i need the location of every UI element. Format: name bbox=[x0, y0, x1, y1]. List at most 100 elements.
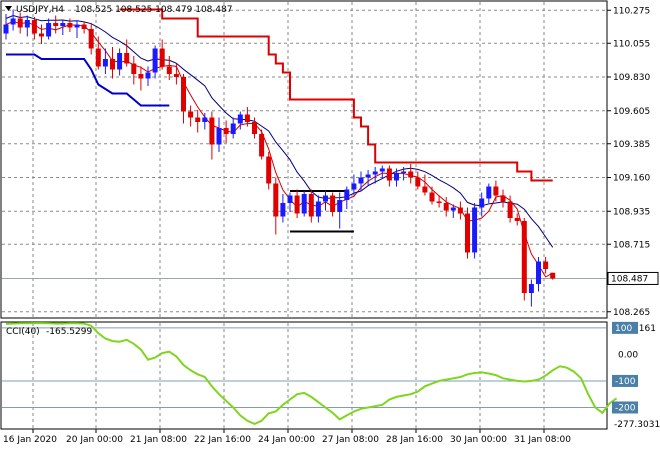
candle-body bbox=[202, 117, 208, 122]
candle-body bbox=[479, 198, 485, 208]
cci-level-minus100-label: -100 bbox=[615, 377, 636, 387]
cci-level-100-label: 100 bbox=[615, 324, 632, 334]
candle-body bbox=[117, 53, 123, 70]
candle bbox=[266, 152, 272, 190]
candle-body bbox=[173, 74, 179, 77]
candle-body bbox=[379, 168, 385, 172]
candle-body bbox=[514, 218, 520, 221]
candle-body bbox=[422, 186, 428, 193]
candle-body bbox=[230, 123, 236, 134]
candle bbox=[543, 257, 549, 274]
candle-body bbox=[102, 59, 108, 67]
candlesticks bbox=[3, 9, 556, 307]
price-panel-frame[interactable] bbox=[0, 0, 608, 319]
candle bbox=[237, 111, 243, 130]
ohlc-readout: 108.525 108.525 108.479 108.487 bbox=[75, 5, 232, 15]
time-axis: 16 Jan 2020 20 Jan 00:00 21 Jan 08:00 22 Ja… bbox=[3, 429, 571, 445]
candle-body bbox=[110, 59, 115, 70]
candle-body bbox=[166, 66, 172, 74]
candle bbox=[88, 23, 94, 55]
candle bbox=[507, 195, 513, 223]
indicator-lines bbox=[5, 8, 554, 278]
price-tick-label: 108.935 bbox=[613, 207, 650, 217]
candle bbox=[486, 183, 492, 203]
candle bbox=[24, 15, 30, 37]
candle bbox=[181, 74, 186, 124]
time-tick-label: 22 Jan 16:00 bbox=[194, 435, 251, 445]
candle-body bbox=[237, 114, 243, 124]
candle bbox=[344, 186, 350, 209]
current-price-badge bbox=[607, 271, 659, 285]
candle bbox=[457, 201, 463, 220]
candle bbox=[443, 197, 449, 217]
time-tick-label: 31 Jan 08:00 bbox=[514, 435, 571, 445]
candle bbox=[301, 191, 307, 217]
candle bbox=[53, 15, 59, 34]
candle bbox=[188, 105, 194, 127]
candle-body bbox=[365, 174, 371, 178]
cci-name-label: CCI(40) bbox=[6, 327, 40, 337]
candle-body bbox=[386, 168, 392, 181]
candle bbox=[259, 129, 265, 160]
candle bbox=[323, 191, 328, 211]
time-tick-label: 16 Jan 2020 bbox=[3, 435, 57, 445]
candle-body bbox=[181, 77, 186, 112]
slow-moving-average-line bbox=[5, 14, 554, 248]
candle-body bbox=[394, 173, 399, 181]
candle-body bbox=[500, 195, 506, 202]
candle bbox=[102, 48, 108, 74]
candle bbox=[429, 186, 435, 205]
candle bbox=[415, 171, 421, 190]
candle-body bbox=[337, 200, 343, 212]
dropdown-triangle-icon[interactable] bbox=[5, 6, 12, 11]
candle-body bbox=[472, 207, 478, 253]
candle-body bbox=[543, 261, 549, 269]
candle bbox=[244, 107, 250, 127]
cci-level-100-label-badge bbox=[612, 321, 638, 334]
candle-body bbox=[308, 194, 314, 217]
price-tick-label: 109.605 bbox=[613, 107, 650, 117]
candle-body bbox=[74, 24, 80, 28]
grid bbox=[2, 2, 606, 428]
candle-body bbox=[259, 134, 265, 157]
candle-body bbox=[294, 195, 300, 214]
time-tick-label: 20 Jan 00:00 bbox=[66, 435, 123, 445]
candle bbox=[337, 192, 343, 229]
candle-body bbox=[124, 53, 130, 64]
candle-body bbox=[266, 156, 272, 184]
candle bbox=[294, 189, 300, 218]
candle bbox=[60, 20, 66, 35]
candle bbox=[166, 56, 172, 80]
candle bbox=[31, 17, 37, 40]
candle-body bbox=[450, 207, 456, 211]
candle-body bbox=[401, 171, 407, 173]
candle bbox=[465, 207, 470, 259]
cci-panel-frame[interactable] bbox=[0, 321, 608, 430]
candle bbox=[131, 56, 137, 85]
cci-level-minus200-label: -200 bbox=[615, 403, 636, 413]
trailing-stop-line bbox=[119, 8, 553, 182]
candle-body bbox=[88, 29, 94, 49]
candle bbox=[379, 165, 385, 179]
candle bbox=[315, 195, 321, 223]
candle bbox=[273, 177, 279, 235]
candle bbox=[202, 113, 208, 130]
candle-body bbox=[315, 201, 321, 217]
cci-level-minus100-label-badge bbox=[612, 374, 638, 387]
candle-body bbox=[287, 195, 293, 203]
price-tick-label: 108.265 bbox=[613, 308, 650, 318]
candle-body bbox=[443, 203, 449, 211]
candle bbox=[117, 48, 123, 76]
candle bbox=[358, 171, 364, 191]
candle-body bbox=[223, 128, 229, 134]
cci-line bbox=[5, 322, 618, 425]
candle bbox=[195, 110, 201, 133]
candle bbox=[280, 194, 286, 223]
candle bbox=[521, 218, 527, 301]
time-tick-label: 27 Jan 08:00 bbox=[322, 435, 379, 445]
candle bbox=[252, 117, 257, 139]
candle-body bbox=[330, 195, 336, 212]
candle bbox=[287, 192, 293, 212]
cci-zero-label: 0.00 bbox=[618, 350, 638, 360]
candle-body bbox=[493, 186, 499, 196]
